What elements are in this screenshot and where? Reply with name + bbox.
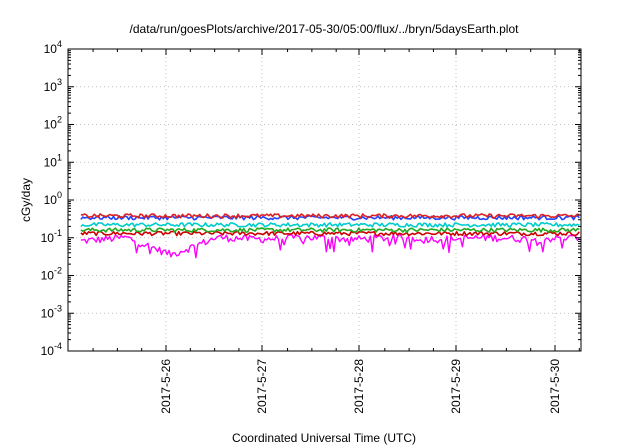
y-axis-label: cGy/day <box>19 178 33 222</box>
y-tick-label: 10-1 <box>41 228 62 245</box>
x-tick-label: 2017-5-30 <box>548 359 562 414</box>
data-series-line-5 <box>80 213 580 219</box>
x-tick-label: 2017-5-28 <box>352 359 366 414</box>
chart-title: /data/run/goesPlots/archive/2017-05-30/0… <box>130 22 520 36</box>
x-tick-label: 2017-5-27 <box>255 359 269 414</box>
grid-lines <box>68 49 581 351</box>
y-tick-label: 104 <box>44 39 62 56</box>
y-tick-label: 100 <box>44 190 62 207</box>
data-series-line-1 <box>80 233 580 259</box>
y-tick-label: 103 <box>44 77 62 94</box>
data-series-line-4 <box>80 222 580 228</box>
x-axis-label: Coordinated Universal Time (UTC) <box>232 431 416 445</box>
data-series-line-3 <box>80 227 580 233</box>
data-series-line-2 <box>80 230 580 237</box>
x-tick-label: 2017-5-26 <box>159 359 173 414</box>
y-tick-label: 102 <box>44 115 62 132</box>
y-tick-label: 101 <box>44 152 62 169</box>
y-tick-label: 10-3 <box>41 303 62 320</box>
data-series-group <box>80 213 580 259</box>
x-tick-label: 2017-5-29 <box>449 359 463 414</box>
axis-ticks <box>68 48 581 352</box>
x-axis-tick-labels: 2017-5-26 2017-5-27 2017-5-28 2017-5-29 2017… <box>159 359 562 414</box>
y-tick-label: 10-2 <box>41 266 62 283</box>
y-axis-tick-labels: 10-4 10-3 10-2 10-1 100 101 102 103 104 <box>41 39 62 358</box>
y-tick-label: 10-4 <box>41 341 62 358</box>
